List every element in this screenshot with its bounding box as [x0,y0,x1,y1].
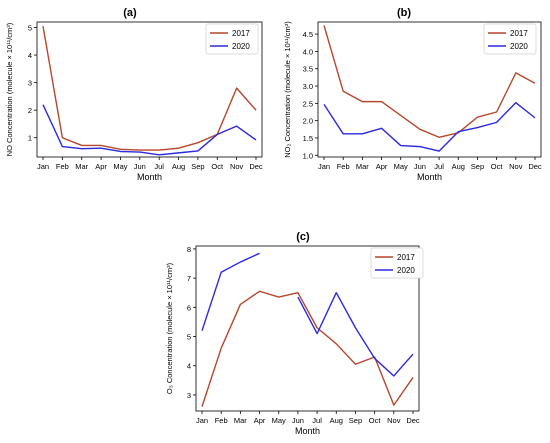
panel-c-series-2017-line [201,290,414,407]
panel-a-xtick-label: Oct [211,162,224,171]
panel-b-ytick-label: 4.0 [303,47,313,56]
panel-a: (a) 1 2 3 4 5 Jan Feb Mar Apr May Jun Jul Aug Sep Oct N… [5,7,263,182]
panel-b-xtick-label: Dec [528,162,542,171]
panel-c-ylabel: O₃ Concentration (molecule × 10¹¹/cm³) [165,262,174,394]
panel-b-legend-label-2020: 2020 [510,42,528,51]
panel-b-xtick-label: Jul [434,162,444,171]
panel-a-xtick-label: Apr [95,162,107,171]
panel-a-xtick-label: Jun [134,162,146,171]
panel-c-xtick-label: Sep [349,416,362,425]
panel-a-xtick-label: May [113,162,127,171]
panel-c-xtick-label: Feb [215,416,228,425]
panel-b-ytick-label: 3.0 [303,82,313,91]
panel-b-xtick-label: Aug [452,162,465,171]
panel-c-ytick-label: 5 [187,333,191,342]
panel-a-axes-frame [36,21,263,158]
panel-b-xtick-label: Oct [491,162,504,171]
panel-c-ytick-label: 8 [187,245,191,254]
panel-c-ytick-label: 4 [187,362,191,371]
panel-c-xtick-label: May [272,416,286,425]
panel-c-xtick-label: Nov [387,416,401,425]
panel-a-ylabel: NO Concentration (molecule × 10¹¹/cm³) [5,22,14,156]
panel-c-legend-label-2017: 2017 [397,253,415,262]
panel-a-ytick-label: 4 [28,51,32,60]
panel-a-xtick-label: Mar [75,162,88,171]
panel-b-series-2017-line [323,25,536,138]
panel-b-ylabel: NO₂ Concentration (molecule × 10¹¹/cm³) [283,21,292,158]
panel-c-xtick-label: Jun [292,416,304,425]
panel-c-xtick-label: Aug [330,416,343,425]
panel-b-xtick-label: Feb [337,162,350,171]
panel-b: (b) 1.0 1.5 2.0 2.5 3.0 3.5 4.0 4.5 Jan Feb Mar Apr… [283,7,542,182]
panel-a-xtick-label: Aug [172,162,185,171]
panel-b-axes-frame [317,21,542,158]
panel-c-xtick-label: Jul [312,416,322,425]
panel-b-ytick-label: 2.0 [303,117,313,126]
panel-a-legend-label-2017: 2017 [232,29,250,38]
panel-b-xtick-label: Sep [471,162,484,171]
panel-a-xlabel: Month [137,172,162,182]
panel-b-xtick-label: May [394,162,408,171]
panel-a-xtick-label: Nov [230,162,244,171]
panel-b-ytick-label: 4.5 [303,30,313,39]
panel-c-xtick-label: Apr [254,416,266,425]
panel-c-axes-frame [195,245,420,412]
panel-a-series-2020-line [42,104,257,156]
panel-a-ytick-label: 5 [28,24,32,33]
panel-c-xlabel: Month [295,426,320,436]
panel-b-xlabel: Month [417,172,442,182]
panel-b-label: (b) [397,7,411,19]
panel-b-legend-label-2017: 2017 [510,29,528,38]
panel-c-legend-label-2020: 2020 [397,266,415,275]
panel-a-ytick-label: 2 [28,106,32,115]
panel-b-xtick-label: Nov [509,162,523,171]
panel-b-ytick-label: 1.5 [303,134,313,143]
panel-a-label: (a) [123,7,137,19]
panel-a-xtick-label: Sep [191,162,204,171]
panel-a-series-2017-line [42,26,257,151]
panel-b-xtick-label: Mar [356,162,369,171]
panel-a-ytick-label: 3 [28,79,32,88]
panel-b-ytick-label: 1.0 [303,151,313,160]
panel-b-xtick-label: Jun [414,162,426,171]
panel-b-xtick-label: Apr [376,162,388,171]
panel-c-ytick-label: 3 [187,391,191,400]
panel-a-ytick-label: 1 [28,134,32,143]
panel-c-ytick-label: 7 [187,274,191,283]
panel-a-xtick-label: Feb [56,162,69,171]
panel-c-xtick-label: Oct [369,416,382,425]
panel-c-xtick-label: Dec [406,416,420,425]
panel-b-ytick-label: 2.5 [303,99,313,108]
panel-b-ytick-label: 3.5 [303,65,313,74]
panel-a-xtick-label: Jul [154,162,164,171]
panel-c-ytick-label: 6 [187,303,191,312]
panel-a-legend-label-2020: 2020 [232,42,250,51]
panel-c-xtick-label: Jan [196,416,208,425]
panel-b-xtick-label: Jan [318,162,330,171]
panel-c-label: (c) [296,231,310,243]
panel-a-xtick-label: Jan [37,162,49,171]
panel-a-xtick-label: Dec [249,162,263,171]
panel-c-xtick-label: Mar [234,416,247,425]
panel-c: (c) 3 4 5 6 7 8 Jan Feb Mar Apr May Jun Jul Aug Sep Oct… [165,231,424,436]
panel-b-series-2020-line [323,101,536,152]
panel-c-series-2020-line [201,252,260,331]
panel-c-series-2020-line [297,292,414,377]
